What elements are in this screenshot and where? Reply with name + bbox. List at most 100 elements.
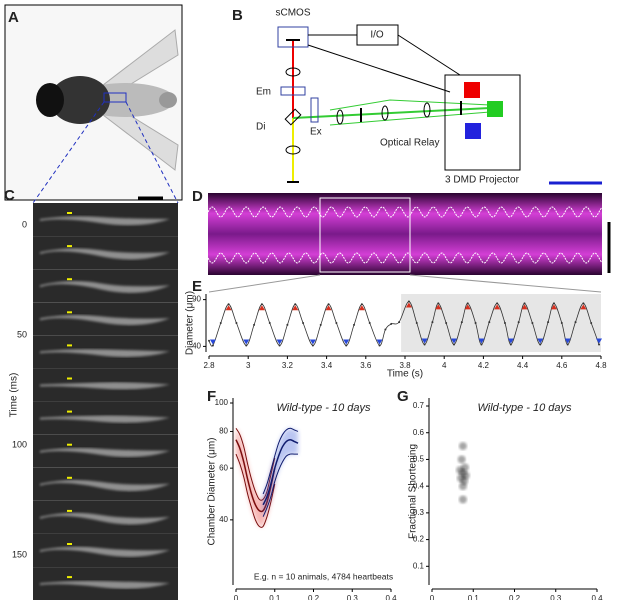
sample bbox=[227, 303, 230, 306]
sample bbox=[496, 302, 499, 305]
point bbox=[458, 495, 467, 504]
peak-marker bbox=[550, 304, 557, 310]
trough-marker bbox=[478, 338, 485, 344]
shaded-region bbox=[401, 294, 601, 352]
sample bbox=[327, 303, 330, 306]
sample bbox=[590, 322, 593, 324]
sample bbox=[211, 344, 214, 347]
heart-tube bbox=[40, 248, 170, 260]
x-tick-label: 0.2 bbox=[308, 594, 320, 600]
mean-line bbox=[262, 438, 299, 506]
fly bbox=[36, 29, 179, 171]
heart-tube bbox=[40, 349, 170, 358]
trough-marker bbox=[376, 339, 383, 345]
point bbox=[458, 442, 467, 451]
zoom-line bbox=[409, 274, 602, 293]
sample bbox=[474, 322, 477, 324]
sample bbox=[531, 322, 534, 324]
sample bbox=[319, 323, 322, 326]
sample bbox=[488, 321, 491, 324]
sample bbox=[453, 343, 455, 346]
image-stack bbox=[33, 203, 178, 600]
trough-marker bbox=[309, 339, 316, 345]
y-tick-label: 60 bbox=[219, 463, 228, 472]
y-axis-label: Chamber Diameter (μm) bbox=[207, 437, 218, 545]
trough-marker bbox=[276, 339, 283, 345]
trough-marker bbox=[209, 339, 216, 345]
x-tick-label: 4.4 bbox=[517, 361, 529, 370]
trough-marker bbox=[596, 338, 603, 344]
peak-marker bbox=[494, 304, 501, 310]
sample bbox=[582, 302, 585, 305]
label: I/O bbox=[370, 30, 384, 41]
sample bbox=[260, 303, 263, 306]
time-tick-label: 0 bbox=[22, 219, 27, 229]
zoom-box bbox=[319, 197, 411, 273]
sample bbox=[460, 321, 463, 324]
sample bbox=[219, 322, 222, 324]
sample bbox=[574, 321, 577, 324]
peak-marker bbox=[435, 304, 442, 310]
heart-tube bbox=[40, 216, 170, 226]
chart-title: Wild-type - 10 days bbox=[477, 402, 572, 414]
heart-tube bbox=[40, 315, 170, 326]
sample bbox=[407, 300, 410, 303]
peak-marker bbox=[405, 302, 412, 308]
sample bbox=[539, 343, 542, 346]
trough-marker bbox=[421, 338, 428, 344]
sample bbox=[480, 343, 483, 346]
y-axis-label: Diameter (μm) bbox=[185, 291, 196, 355]
optics-diagram bbox=[277, 24, 521, 183]
x-tick-label: 3.4 bbox=[321, 361, 333, 370]
panel-letter: G bbox=[397, 388, 409, 405]
trough-marker bbox=[564, 338, 571, 344]
peak-marker bbox=[325, 305, 332, 311]
kymograph-trace bbox=[207, 206, 603, 264]
edge-trace bbox=[207, 206, 603, 218]
point bbox=[461, 471, 470, 480]
heart-tube bbox=[40, 546, 170, 557]
peak-marker bbox=[292, 305, 299, 311]
panel-letter: D bbox=[192, 188, 203, 205]
x-axis-label: Time (s) bbox=[387, 369, 423, 380]
x-tick-label: 0.4 bbox=[385, 594, 397, 600]
zoom-line bbox=[208, 274, 321, 293]
x-tick-label: 2.8 bbox=[203, 361, 215, 370]
sample bbox=[423, 343, 426, 346]
sample bbox=[378, 344, 381, 347]
time-tick-label: 150 bbox=[12, 549, 27, 559]
peak-marker bbox=[464, 304, 471, 310]
peak-marker bbox=[225, 305, 232, 311]
panel-letter: B bbox=[232, 7, 243, 24]
heart-tube bbox=[40, 382, 170, 390]
trough-marker bbox=[537, 338, 544, 344]
y-tick-label: 0.5 bbox=[413, 455, 425, 464]
sample bbox=[437, 302, 440, 305]
sample bbox=[503, 322, 506, 324]
sample bbox=[235, 322, 238, 324]
x-tick-label: 4.6 bbox=[556, 361, 568, 370]
sample bbox=[517, 321, 520, 324]
sample bbox=[466, 302, 469, 305]
sample bbox=[398, 321, 401, 324]
y-tick-label: 0.1 bbox=[413, 561, 425, 570]
sample bbox=[302, 322, 305, 324]
sample bbox=[311, 344, 314, 347]
label: 3 DMD Projector bbox=[445, 175, 520, 186]
x-tick-label: 0.2 bbox=[509, 594, 521, 600]
panel-letter: F bbox=[207, 388, 216, 405]
lower-line bbox=[262, 453, 298, 517]
x-tick-label: 3 bbox=[246, 361, 251, 370]
axis-label: Time (ms) bbox=[9, 373, 20, 418]
label: Optical Relay bbox=[380, 138, 439, 149]
upper-line bbox=[262, 427, 299, 495]
x-tick-label: 4 bbox=[442, 361, 447, 370]
x-tick-label: 3.6 bbox=[360, 361, 372, 370]
panel-letter: C bbox=[4, 187, 15, 204]
x-tick-label: 4.2 bbox=[478, 361, 490, 370]
sample bbox=[509, 343, 512, 346]
sample bbox=[598, 343, 601, 346]
edge-trace bbox=[207, 252, 603, 264]
x-tick-label: 0 bbox=[430, 594, 435, 600]
